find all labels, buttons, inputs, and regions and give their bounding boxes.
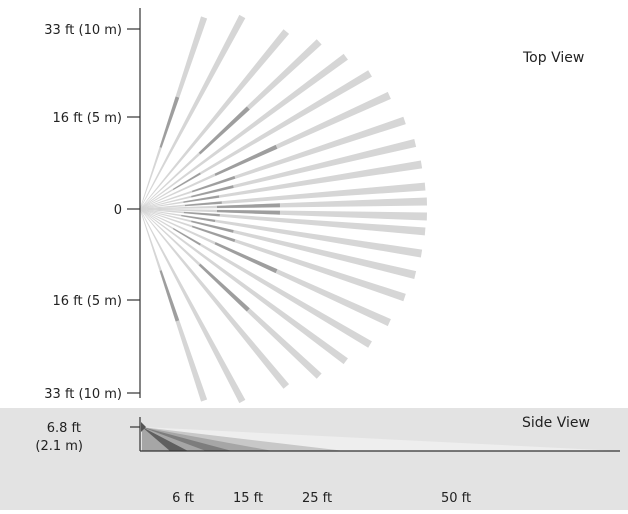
y-label-zero: 0 — [114, 203, 122, 218]
side-beam-6ft — [142, 427, 188, 451]
beam-12-near-zone — [216, 209, 281, 215]
beam-13-near-zone — [216, 203, 281, 209]
beam-6-near-zone — [172, 228, 201, 246]
beam-7-near-zone — [214, 242, 278, 274]
beam-12 — [139, 208, 428, 221]
x-label-15ft: 15 ft — [233, 491, 263, 506]
beam-16-near-zone — [191, 185, 234, 198]
side-height-label-ft: 6.8 ft — [47, 421, 81, 436]
y-label-16ft-top: 16 ft (5 m) — [53, 111, 122, 126]
beam-17-near-zone — [191, 175, 236, 193]
x-label-6ft: 6 ft — [172, 491, 194, 506]
x-label-50ft: 50 ft — [441, 491, 471, 506]
side-view-panel: 6.8 ft (2.1 m) 6 ft 15 ft 25 ft 50 ft Si… — [0, 408, 628, 510]
beam-13 — [139, 197, 428, 210]
beam-18-near-zone — [214, 144, 278, 176]
x-label-25ft: 25 ft — [302, 491, 332, 506]
y-label-16ft-bottom: 16 ft (5 m) — [53, 294, 122, 309]
beam-22 — [139, 29, 290, 210]
beam-1-near-zone — [159, 270, 180, 322]
beam-15-near-zone — [183, 195, 220, 203]
beam-23 — [139, 14, 246, 210]
beam-21-near-zone — [198, 106, 250, 155]
side-beam-15ft-core — [142, 427, 232, 451]
beam-19-near-zone — [172, 172, 201, 190]
beam-9-near-zone — [191, 220, 234, 233]
beam-4-near-zone — [198, 263, 250, 312]
y-label-33ft-bottom: 33 ft (10 m) — [44, 387, 122, 402]
beam-3 — [139, 208, 290, 389]
beam-11-near-zone — [183, 211, 220, 217]
top-view-title: Top View — [522, 50, 584, 66]
beam-10-near-zone — [181, 214, 216, 222]
y-label-33ft-top: 33 ft (10 m) — [44, 23, 122, 38]
beam-14-near-zone — [184, 201, 222, 207]
side-view-title: Side View — [522, 415, 590, 431]
beam-5 — [139, 208, 348, 365]
beam-24-near-zone — [159, 96, 180, 148]
top-view-beams — [139, 14, 428, 404]
side-height-label-m: (2.1 m) — [35, 439, 83, 454]
side-view-background — [0, 408, 628, 510]
top-view-panel: 33 ft (10 m) 16 ft (5 m) 0 16 ft (5 m) 3… — [44, 8, 584, 404]
sensor-icon — [141, 422, 146, 432]
beam-8-near-zone — [191, 225, 236, 243]
beam-2 — [139, 208, 246, 404]
beam-20 — [139, 53, 348, 210]
